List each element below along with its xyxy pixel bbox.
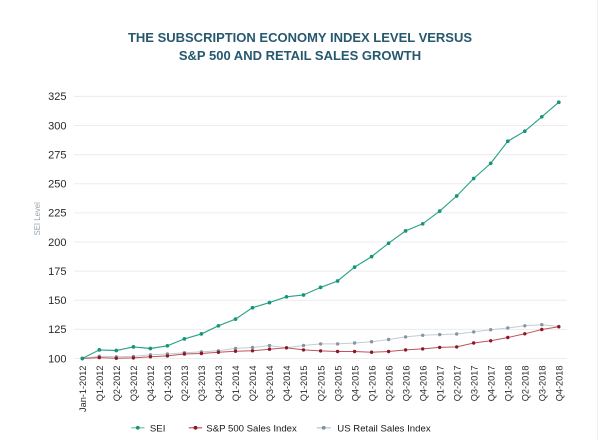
svg-text:Q1-2015: Q1-2015 xyxy=(299,366,309,402)
svg-text:Q3-2015: Q3-2015 xyxy=(333,366,343,402)
svg-text:Q2-2013: Q2-2013 xyxy=(180,366,190,402)
svg-text:300: 300 xyxy=(48,120,66,132)
svg-text:Q4-2018: Q4-2018 xyxy=(555,366,565,402)
svg-text:325: 325 xyxy=(48,91,66,103)
svg-text:Q1-2017: Q1-2017 xyxy=(435,366,445,402)
svg-text:Q3-2013: Q3-2013 xyxy=(197,366,207,402)
svg-text:Q2-2016: Q2-2016 xyxy=(384,366,394,402)
svg-text:Q4-2014: Q4-2014 xyxy=(282,366,292,402)
svg-text:Q2-2017: Q2-2017 xyxy=(452,366,462,402)
svg-text:Q2-2015: Q2-2015 xyxy=(316,366,326,402)
svg-text:Q1-2013: Q1-2013 xyxy=(163,366,173,402)
svg-text:Q3-2016: Q3-2016 xyxy=(401,366,411,402)
svg-text:Q3-2017: Q3-2017 xyxy=(469,366,479,402)
svg-text:225: 225 xyxy=(48,208,66,220)
svg-text:100: 100 xyxy=(48,353,66,365)
svg-text:Q4-2017: Q4-2017 xyxy=(486,366,496,402)
svg-text:200: 200 xyxy=(48,237,66,249)
svg-text:Q4-2012: Q4-2012 xyxy=(146,366,156,402)
svg-text:Jan-1-2012: Jan-1-2012 xyxy=(78,366,88,412)
svg-text:275: 275 xyxy=(48,149,66,161)
svg-text:Q4-2015: Q4-2015 xyxy=(350,366,360,402)
svg-text:Q4-2013: Q4-2013 xyxy=(214,366,224,402)
svg-text:Q1-2014: Q1-2014 xyxy=(231,366,241,402)
svg-text:150: 150 xyxy=(48,295,66,307)
svg-text:SEI: SEI xyxy=(150,423,165,434)
svg-text:250: 250 xyxy=(48,179,66,191)
svg-text:Q2-2012: Q2-2012 xyxy=(112,366,122,402)
svg-text:Q3-2014: Q3-2014 xyxy=(265,366,275,402)
svg-text:Q2-2014: Q2-2014 xyxy=(248,366,258,402)
svg-text:Q4-2016: Q4-2016 xyxy=(418,366,428,402)
svg-text:Q1-2018: Q1-2018 xyxy=(504,366,514,402)
svg-text:125: 125 xyxy=(48,324,66,336)
svg-text:Q3-2012: Q3-2012 xyxy=(129,366,139,402)
svg-text:Q2-2018: Q2-2018 xyxy=(521,366,531,402)
svg-text:S&P 500 Sales Index: S&P 500 Sales Index xyxy=(206,423,297,434)
svg-text:US Retail Sales Index: US Retail Sales Index xyxy=(337,423,431,434)
svg-text:Q1-2012: Q1-2012 xyxy=(95,366,105,402)
svg-text:175: 175 xyxy=(48,266,66,278)
svg-text:Q3-2018: Q3-2018 xyxy=(538,366,548,402)
svg-text:Q1-2016: Q1-2016 xyxy=(367,366,377,402)
svg-text:SEI Level: SEI Level xyxy=(33,202,42,236)
